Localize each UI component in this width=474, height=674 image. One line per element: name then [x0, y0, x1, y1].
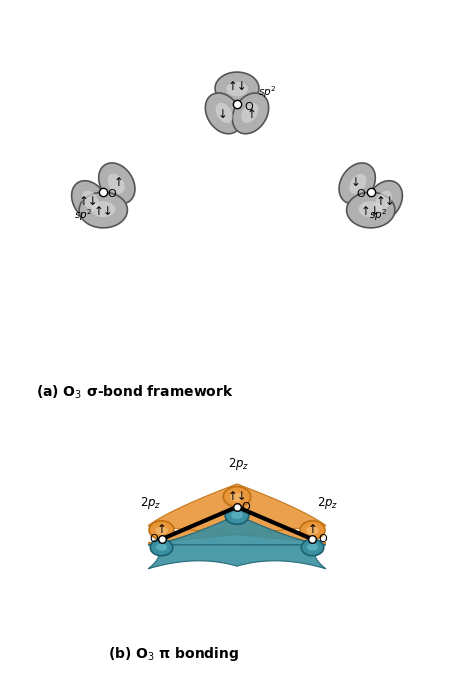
Polygon shape [72, 181, 108, 222]
Text: $sp^2$: $sp^2$ [74, 208, 92, 223]
Text: ↑: ↑ [156, 523, 166, 536]
Text: ↑↓: ↑↓ [361, 206, 381, 218]
Text: ↓: ↓ [217, 108, 227, 121]
Polygon shape [232, 93, 269, 133]
Polygon shape [79, 192, 128, 228]
Polygon shape [306, 526, 319, 534]
Polygon shape [91, 201, 115, 217]
Polygon shape [366, 181, 402, 222]
Text: O: O [356, 189, 365, 200]
Polygon shape [99, 163, 135, 204]
Polygon shape [156, 543, 167, 551]
Text: ↑: ↑ [113, 176, 123, 189]
Text: $2p_z$: $2p_z$ [140, 495, 162, 511]
Text: ↑↓: ↑↓ [93, 206, 113, 218]
Text: ↑↓: ↑↓ [376, 195, 395, 208]
Text: $2p_z$: $2p_z$ [228, 456, 249, 472]
Polygon shape [223, 487, 251, 507]
Text: O: O [318, 534, 327, 544]
Polygon shape [346, 192, 395, 228]
Polygon shape [225, 507, 249, 524]
Text: $2p_z$: $2p_z$ [317, 495, 338, 511]
Polygon shape [148, 515, 326, 569]
Polygon shape [349, 174, 366, 194]
Text: O: O [149, 534, 158, 544]
Text: $sp^2$: $sp^2$ [369, 208, 387, 223]
Polygon shape [241, 103, 258, 123]
Text: $sp^2$: $sp^2$ [258, 84, 276, 100]
Text: ↑: ↑ [247, 108, 257, 121]
Polygon shape [205, 93, 242, 133]
Text: ↑: ↑ [308, 523, 318, 536]
Polygon shape [339, 163, 375, 204]
Polygon shape [307, 543, 318, 551]
Polygon shape [301, 539, 324, 556]
Polygon shape [231, 511, 243, 519]
Polygon shape [82, 191, 99, 211]
Text: ↑↓: ↑↓ [227, 490, 247, 503]
Text: ↓: ↓ [351, 176, 361, 189]
Polygon shape [150, 539, 173, 556]
Polygon shape [215, 72, 259, 104]
Text: O: O [108, 189, 116, 200]
Polygon shape [300, 521, 325, 539]
Polygon shape [216, 103, 233, 123]
Polygon shape [108, 174, 125, 194]
Polygon shape [148, 484, 326, 543]
Text: (b) O$_3$ π bonding: (b) O$_3$ π bonding [108, 645, 239, 663]
Text: ↑↓: ↑↓ [79, 195, 98, 208]
Polygon shape [149, 521, 174, 539]
Polygon shape [226, 82, 248, 96]
Text: O: O [242, 502, 251, 512]
Polygon shape [375, 191, 392, 211]
Text: O: O [245, 102, 253, 112]
Polygon shape [230, 493, 244, 501]
Text: ↑↓: ↑↓ [227, 80, 247, 93]
Text: (a) O$_3$ σ-bond framework: (a) O$_3$ σ-bond framework [36, 384, 234, 401]
Polygon shape [359, 201, 383, 217]
Polygon shape [155, 526, 168, 534]
